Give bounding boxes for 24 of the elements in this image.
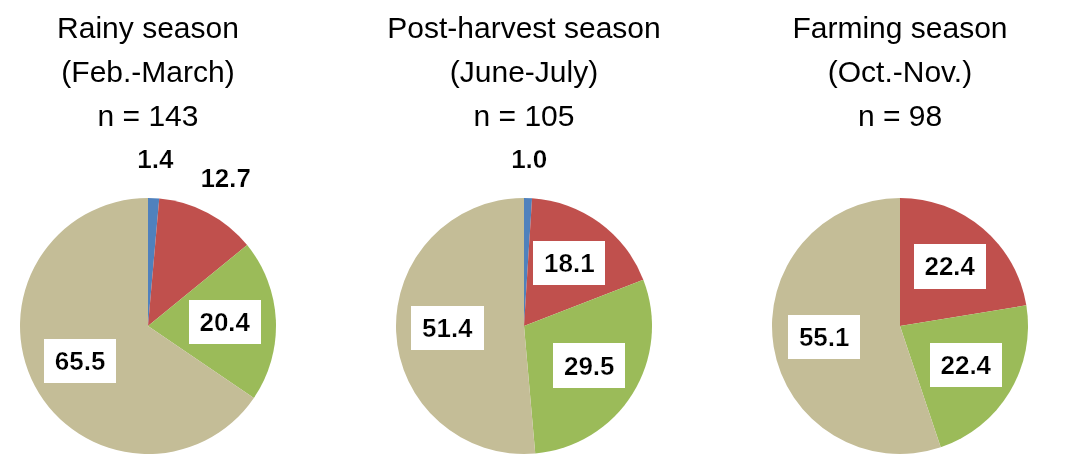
pie-slice (524, 198, 644, 326)
pie-slice (900, 305, 1028, 448)
data-label: 20.4 (199, 306, 251, 337)
chart-subtitle: n = 98 (857, 98, 943, 134)
data-label: 22.4 (940, 349, 992, 380)
data-label: 65.5 (54, 345, 106, 376)
chart-subtitle: n = 143 (97, 98, 199, 134)
data-label: 51.4 (421, 313, 474, 344)
pie-slice (148, 245, 276, 398)
data-label: 29.5 (563, 350, 615, 381)
pie-slice (20, 198, 254, 454)
data-label: 1.0 (511, 144, 548, 175)
pie-slice (524, 279, 652, 454)
chart-title: Farming season (Oct.-Nov.) (792, 10, 1008, 90)
chart-title: Rainy season (Feb.-March) (57, 10, 239, 90)
data-label: 55.1 (798, 322, 850, 353)
pie-slice (396, 198, 536, 454)
data-label: 22.4 (924, 251, 976, 282)
chart-subtitle: n = 105 (473, 98, 575, 134)
data-label: 18.1 (544, 248, 595, 279)
data-label: 1.4 (137, 144, 174, 175)
data-label: 12.7 (200, 163, 251, 194)
chart-title: Post-harvest season (June-July) (387, 10, 661, 90)
pie-slice (900, 198, 1027, 326)
